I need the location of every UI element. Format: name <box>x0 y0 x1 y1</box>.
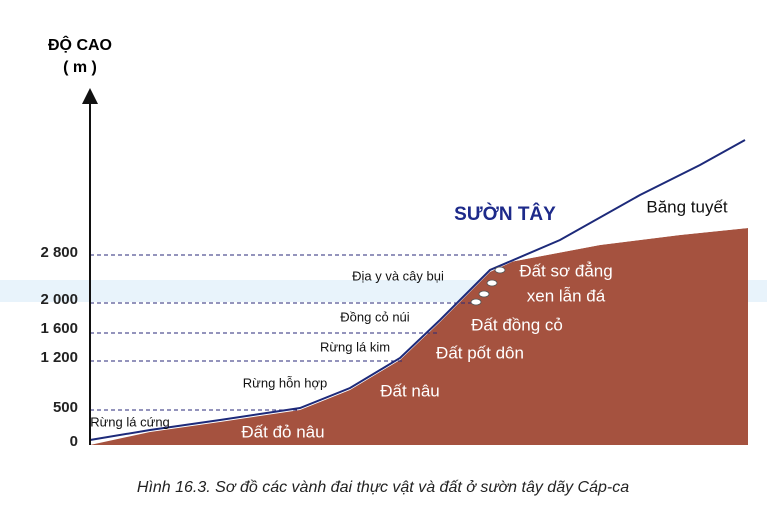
soil-label: Đất đồng cỏ <box>471 315 563 334</box>
tick-label: 2 800 <box>40 244 78 261</box>
soil-label: xen lẫn đá <box>527 286 606 305</box>
rock <box>470 298 482 306</box>
tick-label: 500 <box>53 399 78 416</box>
axis-unit: ( m ) <box>63 59 97 76</box>
rocks <box>470 266 506 306</box>
vegetation-label: Rừng hỗn hợp <box>243 375 327 390</box>
vegetation-label: Đồng cỏ núi <box>340 309 409 324</box>
tick-label: 2 000 <box>40 291 78 308</box>
rock <box>494 266 506 274</box>
snow-label: Băng tuyết <box>646 197 728 216</box>
rock <box>486 279 498 287</box>
soil-label: Đất pốt dôn <box>436 343 524 362</box>
caption: Hình 16.3. Sơ đồ các vành đai thực vật v… <box>137 479 629 496</box>
slope-outline <box>89 139 746 441</box>
axis-title: ĐỘ CAO <box>48 35 112 54</box>
vegetation-label: Địa y và cây bụi <box>352 268 444 283</box>
tick-label: 1 600 <box>40 320 78 337</box>
tick-label: 0 <box>70 433 78 450</box>
soil-label: Đất đỏ nâu <box>241 422 324 441</box>
vegetation-label: Rừng lá kim <box>320 339 390 354</box>
axis-arrow <box>82 88 98 104</box>
rock <box>478 290 490 298</box>
mountain-soil <box>90 228 748 445</box>
soil-label: Đất nâu <box>380 381 440 400</box>
vegetation-label: Rừng lá cứng <box>90 414 170 429</box>
slope-label: SƯỜN TÂY <box>454 203 556 225</box>
dashed-levels <box>90 254 510 411</box>
soil-label: Đất sơ đẳng <box>519 261 612 280</box>
tick-label: 1 200 <box>40 349 78 366</box>
